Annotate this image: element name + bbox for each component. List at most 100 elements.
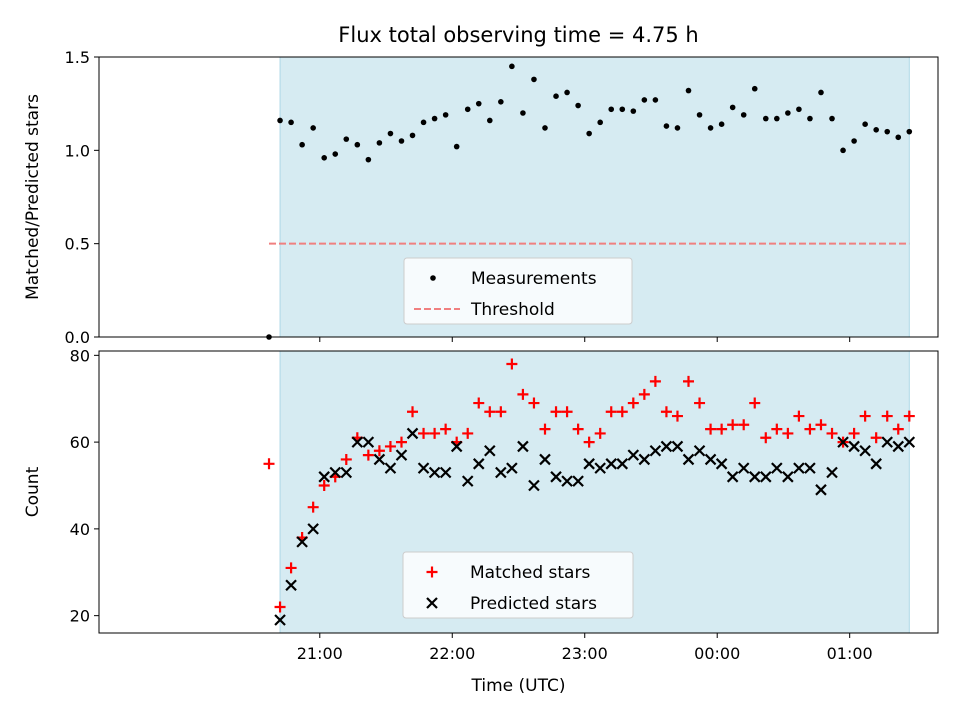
- predicted-star-point: [285, 579, 297, 592]
- predicted-star-point: [638, 453, 651, 466]
- matched-star-point: [594, 427, 606, 439]
- matched-star-point: [727, 419, 739, 431]
- x-tick-label: 22:00: [429, 644, 475, 663]
- matched-star-point: [605, 406, 617, 418]
- matched-star-point: [561, 406, 573, 418]
- matched-star-point: [848, 427, 860, 439]
- matched-star-point: [407, 406, 419, 418]
- matched-star-point: [771, 423, 783, 435]
- predicted-star-point: [748, 471, 761, 483]
- y-tick-label: 1.0: [65, 141, 90, 160]
- predicted-star-point: [704, 453, 717, 466]
- matched-star-point: [583, 436, 595, 448]
- measurement-point: [498, 99, 504, 105]
- measurement-point: [718, 121, 725, 127]
- legend-label: Predicted stars: [470, 594, 597, 614]
- matched-star-point: [815, 419, 827, 431]
- y-axis-label: Count: [23, 466, 43, 517]
- predicted-star-point: [461, 475, 474, 487]
- chart-title: Flux total observing time = 4.75 h: [338, 23, 698, 47]
- predicted-star-point: [406, 427, 419, 440]
- measurement-point: [796, 106, 802, 113]
- predicted-star-point: [804, 462, 816, 474]
- matched-star-point: [506, 358, 518, 370]
- matched-star-point: [484, 406, 496, 418]
- legend-label: Matched stars: [470, 563, 590, 583]
- measurement-point: [277, 117, 283, 124]
- measurement-point: [343, 136, 350, 142]
- matched-star-point: [528, 397, 540, 409]
- measurement-point: [332, 151, 339, 157]
- matched-star-point: [395, 436, 407, 448]
- predicted-star-point: [340, 466, 353, 479]
- measurement-point: [785, 110, 791, 116]
- measurement-points: [266, 63, 913, 340]
- measurement-point: [575, 102, 581, 109]
- measurement-point: [288, 119, 294, 126]
- matched-star-point: [550, 406, 562, 418]
- predicted-star-point: [649, 445, 662, 457]
- predicted-star-point: [583, 458, 595, 470]
- predicted-star-point: [859, 445, 871, 457]
- matched-star-point: [274, 601, 286, 613]
- y-tick-label: 80: [70, 346, 90, 365]
- predicted-star-point: [815, 484, 827, 496]
- legend-box: [402, 551, 634, 619]
- predicted-star-point: [660, 440, 673, 453]
- predicted-star-point: [726, 471, 739, 483]
- x-tick-label: 23:00: [562, 644, 608, 663]
- predicted-star-point: [837, 436, 849, 448]
- matched-star-point: [616, 406, 628, 418]
- count-points: [263, 358, 916, 626]
- matched-star-point: [870, 432, 882, 444]
- axes-frame: [98, 56, 939, 338]
- measurement-point: [818, 89, 824, 96]
- matched-star-point: [903, 410, 915, 422]
- predicted-star-point: [572, 475, 584, 487]
- measurement-point: [873, 127, 879, 133]
- predicted-star-point: [351, 436, 364, 448]
- measurement-point: [420, 119, 427, 126]
- matched-star-point: [440, 423, 452, 435]
- x-axis-ticks: [319, 337, 851, 342]
- predicted-star-point: [528, 479, 540, 492]
- measurement-point: [807, 115, 813, 122]
- measurement-point: [729, 104, 736, 111]
- y-tick-label: 0.0: [65, 328, 90, 347]
- measurement-point: [321, 155, 328, 161]
- matched-star-point: [892, 423, 904, 435]
- predicted-star-point: [495, 466, 507, 479]
- measurement-point: [619, 106, 626, 113]
- predicted-star-point: [550, 471, 562, 483]
- legend: Matched stars Predicted stars: [402, 551, 634, 619]
- y-tick-label: 1.5: [65, 48, 90, 67]
- measurement-point: [509, 63, 515, 70]
- measurement-point: [895, 134, 902, 141]
- matched-star-point: [373, 445, 385, 457]
- predicted-star-point: [450, 440, 463, 453]
- predicted-star-point: [539, 453, 551, 466]
- matched-star-point: [384, 440, 396, 452]
- predicted-star-point: [881, 436, 893, 448]
- panel-ratio: 0.0 0.5 1.0 1.5 Matched/Predicted stars Mea…: [23, 48, 939, 347]
- measurement-point: [851, 138, 857, 144]
- predicted-star-point: [296, 536, 308, 548]
- measurement-point: [387, 130, 394, 137]
- matched-star-point: [716, 423, 728, 435]
- measurement-point: [564, 89, 570, 96]
- matched-star-point: [793, 410, 805, 422]
- measurement-point: [409, 132, 416, 139]
- measurement-point: [884, 128, 891, 135]
- matched-star-point: [782, 427, 794, 439]
- matched-star-point: [429, 427, 441, 439]
- predicted-star-point: [627, 449, 640, 461]
- matched-star-point: [627, 397, 639, 409]
- predicted-star-point: [428, 466, 441, 479]
- axes-frame: [98, 350, 939, 634]
- measurement-point: [376, 140, 383, 146]
- measurement-point: [674, 125, 681, 131]
- predicted-star-point: [274, 614, 286, 626]
- matched-star-point: [307, 501, 319, 513]
- measurement-point: [641, 97, 648, 103]
